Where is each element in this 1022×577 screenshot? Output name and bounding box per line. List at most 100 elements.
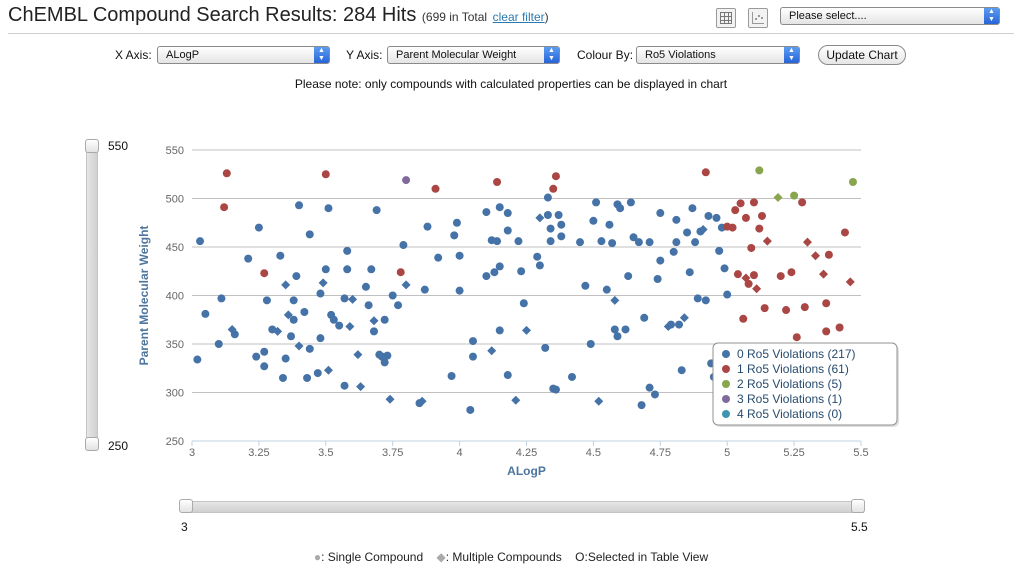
data-point-diamond	[535, 213, 545, 223]
data-point-diamond	[762, 236, 772, 246]
data-point-diamond	[594, 396, 604, 406]
data-point	[597, 237, 606, 246]
data-point	[691, 238, 700, 247]
data-point	[482, 272, 491, 281]
data-point	[482, 208, 491, 217]
data-point	[592, 198, 601, 207]
data-point-diamond	[294, 341, 304, 351]
x-slider-right-handle[interactable]	[851, 499, 865, 513]
y-tick-label: 500	[166, 194, 184, 206]
data-point	[760, 304, 769, 313]
table-view-button[interactable]	[716, 8, 736, 28]
data-point	[739, 314, 748, 323]
y-tick-label: 450	[166, 242, 184, 254]
x-tick-label: 5.5	[853, 447, 868, 459]
data-point-diamond	[369, 316, 379, 326]
y-tick-label: 400	[166, 291, 184, 303]
data-point	[220, 203, 229, 212]
y-slider-top-handle[interactable]	[85, 139, 99, 153]
colour-by-select[interactable]: Ro5 Violations ▲ ▼	[636, 46, 800, 64]
data-point	[394, 301, 403, 310]
x-axis-select[interactable]: ALogP ▲ ▼	[157, 46, 330, 64]
legend	[712, 342, 898, 426]
y-slider-max-value: 550	[108, 139, 129, 153]
data-point	[650, 390, 659, 399]
chevron-updown-icon: ▲ ▼	[984, 8, 999, 24]
x-slider-left-handle[interactable]	[179, 499, 193, 513]
data-point	[303, 373, 312, 382]
colour-by-label: Colour By:	[577, 48, 634, 62]
data-point	[455, 251, 464, 260]
data-point	[624, 272, 633, 281]
update-chart-button[interactable]: Update Chart	[818, 45, 906, 65]
data-point	[383, 351, 392, 360]
data-point	[621, 325, 630, 334]
data-point-diamond	[401, 280, 411, 290]
data-point	[688, 204, 697, 213]
data-point	[613, 332, 622, 341]
data-point	[380, 315, 389, 324]
data-point	[822, 299, 831, 308]
data-point	[605, 220, 614, 229]
data-point	[295, 201, 304, 210]
action-select[interactable]: Please select.... ▲ ▼	[780, 7, 1000, 25]
y-slider-min-value: 250	[108, 439, 129, 453]
data-point	[704, 211, 713, 220]
data-point	[656, 209, 665, 218]
data-point	[305, 344, 314, 353]
x-tick-label: 4.5	[586, 447, 601, 459]
results-title: ChEMBL Compound Search Results: 284 Hits	[8, 4, 417, 26]
data-point-diamond	[323, 365, 333, 375]
data-point	[616, 204, 625, 213]
x-range-slider[interactable]	[182, 501, 864, 513]
data-point	[543, 210, 552, 219]
data-point	[546, 224, 555, 233]
data-point	[313, 369, 322, 378]
page-title: ChEMBL Compound Search Results: 284 Hits…	[8, 4, 549, 27]
data-point	[276, 251, 285, 260]
data-point	[335, 321, 344, 330]
y-slider-bottom-handle[interactable]	[85, 437, 99, 451]
data-point-diamond	[417, 396, 427, 406]
single-compound-label: : Single Compound	[321, 550, 424, 564]
x-tick-label: 3.25	[248, 447, 269, 459]
data-point	[787, 268, 796, 277]
legend-marker	[722, 365, 730, 373]
data-point	[201, 309, 210, 318]
data-point	[214, 340, 223, 348]
data-point-diamond	[811, 251, 821, 261]
y-axis-select[interactable]: Parent Molecular Weight ▲ ▼	[387, 46, 560, 64]
clear-filter-link[interactable]: clear filter	[492, 10, 545, 24]
data-point	[321, 265, 330, 274]
data-point	[260, 362, 269, 371]
data-point	[369, 327, 378, 336]
data-point	[835, 323, 844, 332]
data-point	[287, 332, 296, 341]
chart-note: Please note: only compounds with calcula…	[294, 77, 728, 91]
legend-marker	[722, 395, 730, 403]
data-point	[372, 206, 381, 215]
total-count: (699 in Total	[421, 10, 488, 24]
data-point	[782, 306, 791, 315]
data-point	[800, 303, 809, 312]
total-count-close: )	[544, 10, 549, 24]
data-point-diamond	[353, 350, 363, 360]
data-point	[380, 358, 389, 367]
data-point	[503, 226, 512, 235]
colour-by-select-value: Ro5 Violations	[645, 49, 716, 61]
data-point	[543, 193, 552, 202]
data-point	[262, 296, 271, 305]
chart-view-button[interactable]	[748, 8, 768, 28]
data-point	[254, 223, 263, 232]
data-point	[450, 231, 459, 240]
data-point	[447, 372, 456, 381]
data-point	[260, 347, 269, 356]
data-point-diamond	[348, 294, 358, 304]
data-point	[749, 198, 758, 207]
data-point-diamond	[227, 324, 237, 334]
legend-item: 3 Ro5 Violations (1)	[737, 392, 842, 406]
data-point	[749, 271, 758, 280]
data-point	[321, 170, 330, 179]
data-point	[289, 296, 298, 305]
data-point-diamond	[522, 325, 531, 335]
